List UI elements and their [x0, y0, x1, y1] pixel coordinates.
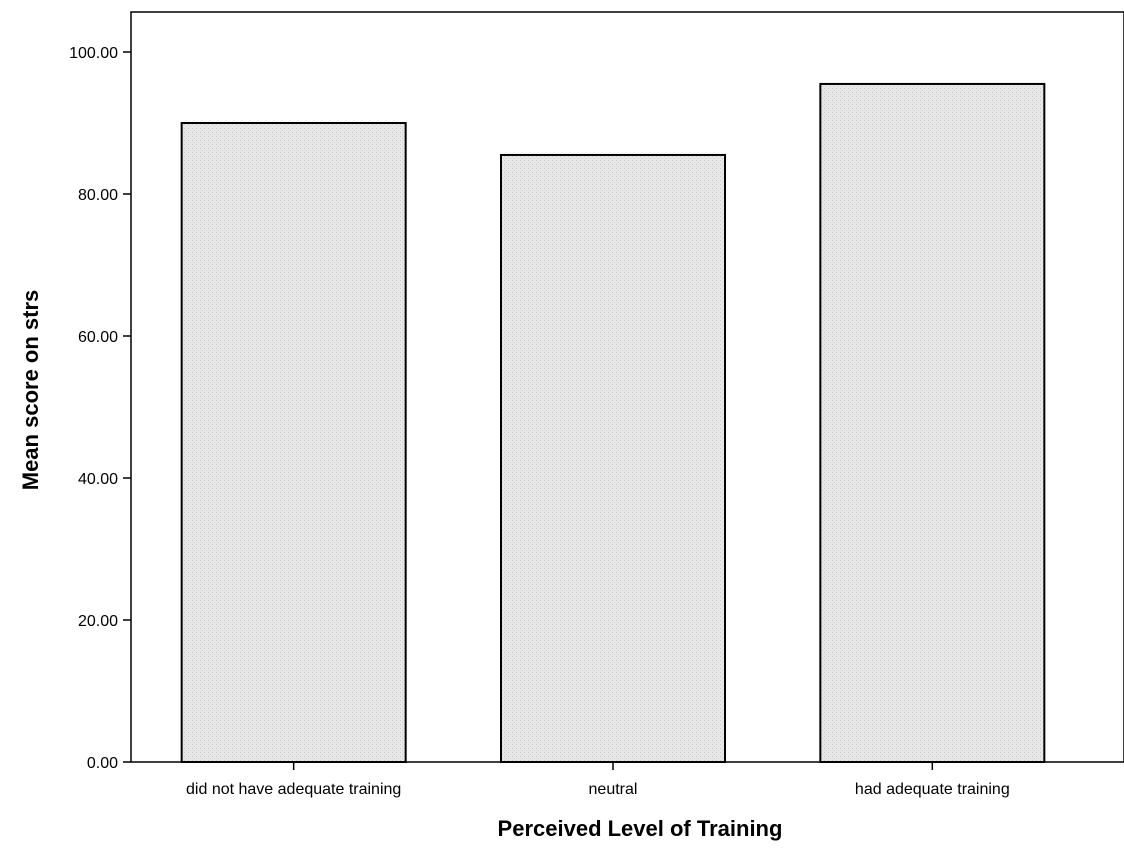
x-tick-label: neutral: [589, 781, 638, 798]
bars: [180, 82, 1046, 763]
y-tick-label: 40.00: [78, 471, 118, 488]
x-axis: did not have adequate training neutral had…: [186, 762, 1010, 798]
bar: [500, 153, 726, 763]
y-axis: 0.00 20.00 40.00 60.00 80.00 100.00: [69, 45, 131, 772]
bar: [180, 122, 407, 763]
x-tick-label: had adequate training: [855, 781, 1010, 798]
y-tick-label: 60.00: [78, 329, 118, 346]
x-axis-title: Perceived Level of Training: [498, 816, 783, 841]
bar: [819, 82, 1046, 763]
y-tick-label: 80.00: [78, 187, 118, 204]
y-tick-label: 0.00: [87, 755, 118, 772]
y-axis-title: Mean score on strs: [18, 290, 43, 491]
y-tick-label: 20.00: [78, 613, 118, 630]
x-tick-label: did not have adequate training: [186, 781, 401, 798]
y-tick-label: 100.00: [69, 45, 118, 62]
